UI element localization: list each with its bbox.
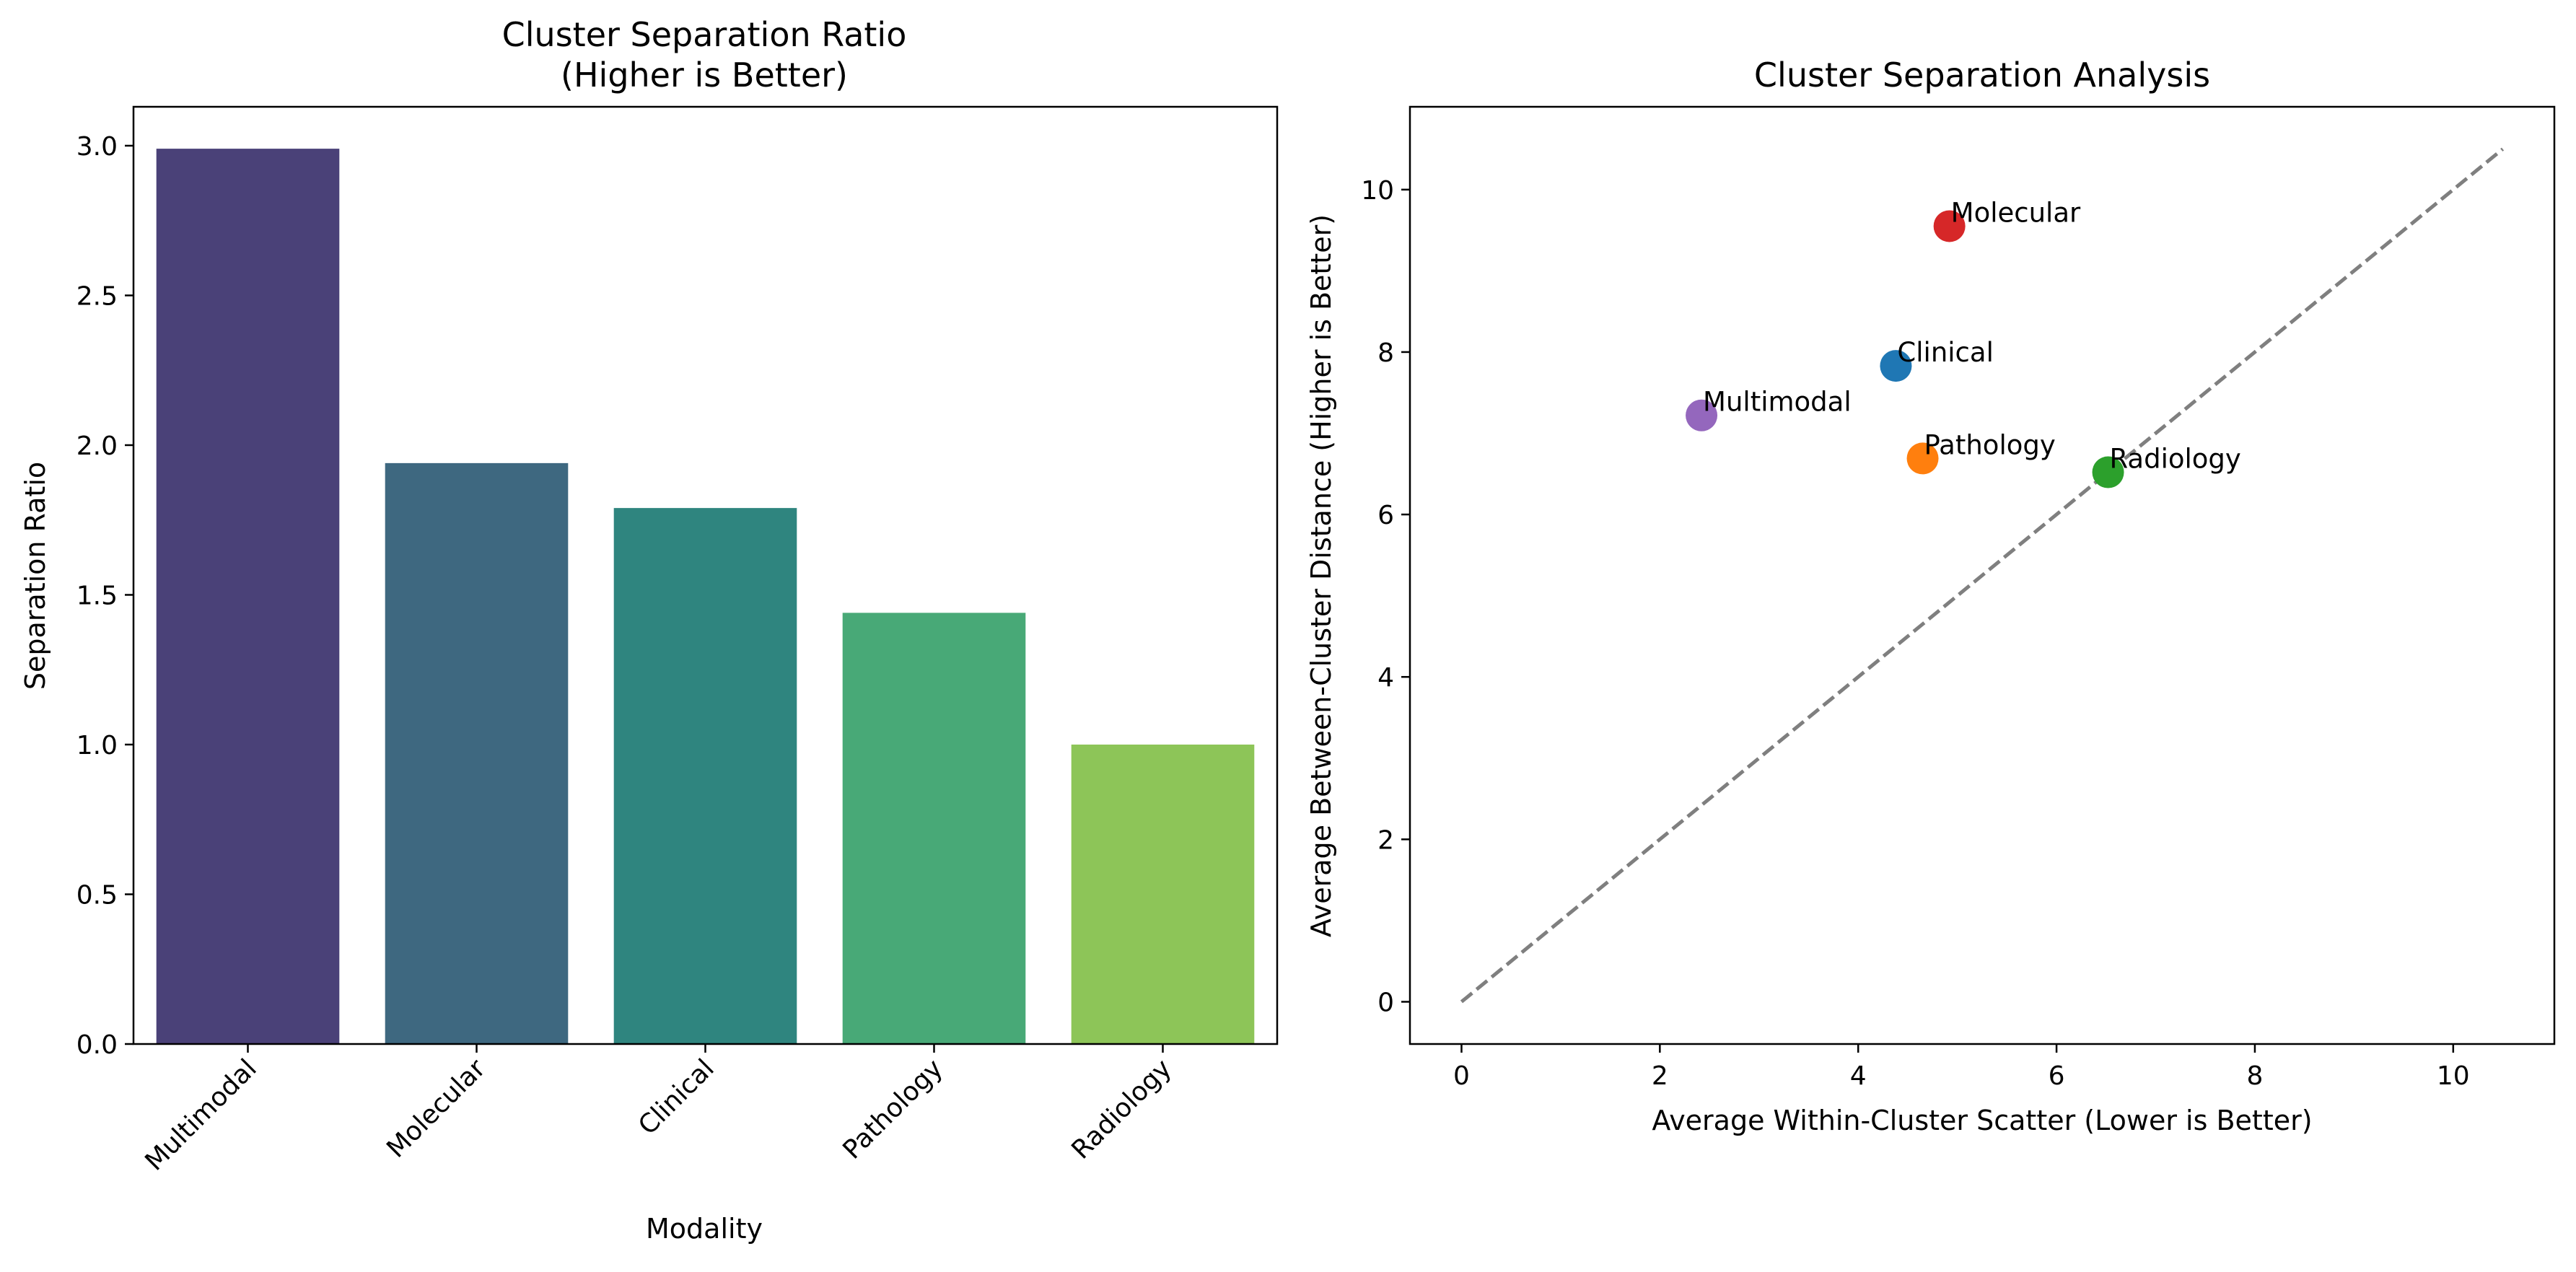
- scatter-point-label: Molecular: [1951, 197, 2081, 228]
- scatter-x-tick-label: 6: [2049, 1061, 2065, 1091]
- scatter-x-axis-ticks: 0 2 4 6 8 10: [1453, 1044, 2470, 1091]
- scatter-point-pathology: [1906, 442, 1939, 475]
- bar-x-axis-label: Modality: [646, 1213, 763, 1245]
- reference-line-group: [1460, 147, 2505, 1004]
- bar-molecular: [385, 462, 569, 1044]
- bar-y-axis-label: Separation Ratio: [19, 462, 51, 690]
- scatter-x-tick-label: 8: [2246, 1061, 2263, 1091]
- reference-line: [1460, 147, 2505, 1004]
- bar-y-tick-label: 1.5: [76, 581, 118, 610]
- bar-multimodal: [156, 149, 340, 1044]
- bar-pathology: [842, 613, 1026, 1044]
- scatter-point-clinical: [1880, 350, 1912, 382]
- scatter-plot-frame: [1409, 105, 2556, 1045]
- scatter-y-axis-label: Average Between-Cluster Distance (Higher…: [1305, 214, 1337, 937]
- bar-y-tick-label: 1.0: [76, 731, 118, 760]
- scatter-chart-title: Cluster Separation Analysis: [1754, 56, 2210, 95]
- scatter-point-multimodal: [1686, 399, 1718, 431]
- bar-y-tick-label: 3.0: [76, 132, 118, 162]
- bar-plot-frame: [132, 105, 1279, 1045]
- bar-y-tick-label: 2.5: [76, 281, 118, 311]
- scatter-series: Molecular Clinical Multimodal Pathology Radi…: [1686, 197, 2241, 488]
- scatter-x-tick-label: 10: [2437, 1061, 2470, 1091]
- bar-radiology: [1071, 744, 1255, 1044]
- scatter-y-tick-label: 0: [1377, 988, 1394, 1017]
- scatter-point-radiology: [2092, 456, 2124, 488]
- scatter-y-tick-label: 6: [1377, 501, 1394, 530]
- scatter-y-tick-label: 8: [1377, 338, 1394, 368]
- bar-y-tick-label: 0.0: [76, 1030, 118, 1060]
- scatter-x-tick-label: 4: [1850, 1061, 1867, 1091]
- bar-clinical: [613, 508, 797, 1044]
- bar-chart-panel: Cluster Separation Ratio (Higher is Bett…: [19, 15, 1279, 1245]
- scatter-point-molecular: [1933, 210, 1966, 242]
- scatter-x-tick-label: 2: [1652, 1061, 1668, 1091]
- bar-y-axis-ticks: 0.0 0.5 1.0 1.5 2.0 2.5 3.0: [76, 132, 133, 1060]
- scatter-chart-panel: Cluster Separation Analysis Molecular Cli…: [1305, 56, 2556, 1136]
- scatter-x-axis-label: Average Within-Cluster Scatter (Lower is…: [1652, 1105, 2312, 1136]
- bar-y-tick-label: 2.0: [76, 431, 118, 461]
- scatter-point-label: Multimodal: [1703, 387, 1852, 418]
- bar-chart-subtitle: (Higher is Better): [561, 56, 848, 95]
- scatter-y-tick-label: 10: [1361, 176, 1394, 206]
- scatter-y-tick-label: 4: [1377, 663, 1394, 693]
- scatter-y-axis-ticks: 0 2 4 6 8 10: [1361, 176, 1410, 1017]
- scatter-point-label: Radiology: [2110, 444, 2241, 475]
- scatter-point-label: Clinical: [1897, 337, 1993, 368]
- scatter-y-tick-label: 2: [1377, 825, 1394, 855]
- bar-y-tick-label: 0.5: [76, 880, 118, 910]
- bar-series: [156, 149, 1255, 1044]
- bar-chart-title: Cluster Separation Ratio: [502, 15, 907, 54]
- scatter-x-tick-label: 0: [1453, 1061, 1470, 1091]
- scatter-point-label: Pathology: [1924, 429, 2056, 460]
